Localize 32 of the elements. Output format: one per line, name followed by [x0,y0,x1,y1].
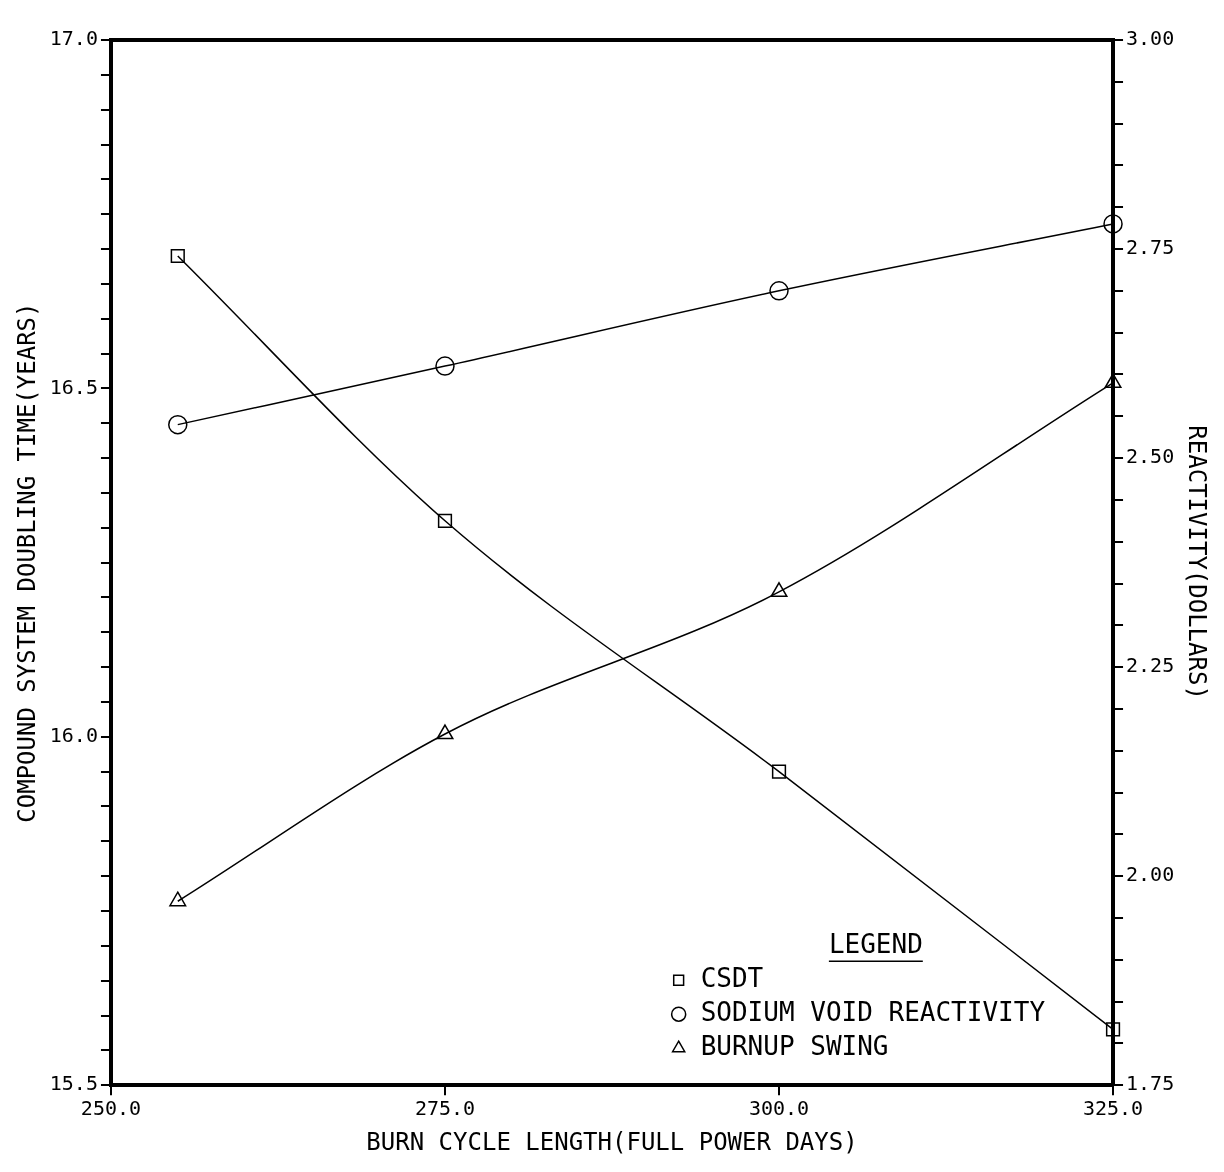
point [1103,214,1123,234]
y-tick-label: 17.0 [49,26,98,51]
y2-axis-title: REACTIVITY(DOLLARS) [1183,425,1212,700]
point [771,764,787,779]
legend-label: SODIUM VOID REACTIVITY [700,996,1046,1027]
legend-label: CSDT [700,962,764,993]
y2-tick-label: 2.25 [1126,653,1175,678]
point [435,356,455,376]
y-tick-label: 16.5 [49,374,98,399]
x-tick-label: 325.0 [1082,1096,1144,1121]
point [170,248,185,264]
y2-tick-label: 2.75 [1126,235,1175,260]
point [1105,1022,1121,1037]
point [437,513,453,528]
point [769,281,789,301]
y2-tick-label: 1.75 [1126,1071,1175,1096]
y-tick-label: 16.0 [49,723,98,747]
x-tick-label: 275.0 [414,1096,476,1121]
point [169,891,187,907]
x-tick-label: 250.0 [80,1096,142,1121]
y2-tick-label: 2.50 [1126,444,1175,469]
y-axis-title: COMPOUND SYSTEM DOUBLING TIME(YEARS) [12,302,41,823]
point [770,582,788,598]
y-tick-label: 15.5 [49,1071,98,1096]
legend-label: BURNUP SWING [700,1030,889,1061]
point [436,724,454,740]
x-axis-title: BURN CYCLE LENGTH(FULL POWER DAYS) [366,1127,858,1156]
legend-title: LEGEND [828,928,923,959]
point [168,414,188,435]
y2-tick-label: 3.00 [1126,26,1175,51]
y2-tick-label: 2.00 [1126,862,1175,887]
x-tick-label: 300.0 [748,1096,810,1121]
